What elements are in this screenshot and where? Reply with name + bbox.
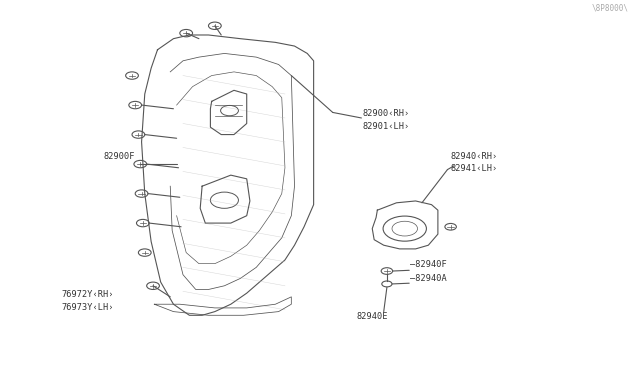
Text: 82941‹LH›: 82941‹LH›	[451, 164, 498, 173]
Text: 82940‹RH›: 82940‹RH›	[451, 151, 498, 161]
Text: 82940E: 82940E	[357, 312, 388, 321]
Text: 76973Y‹LH›: 76973Y‹LH›	[62, 303, 115, 312]
Text: 82900‹RH›: 82900‹RH›	[363, 109, 410, 118]
Text: 82900F: 82900F	[103, 151, 135, 161]
Text: 82901‹LH›: 82901‹LH›	[363, 122, 410, 131]
Text: \8P8000\: \8P8000\	[592, 4, 629, 13]
Text: —82940A: —82940A	[410, 275, 447, 283]
Text: —82940F: —82940F	[410, 260, 447, 269]
Text: 76972Y‹RH›: 76972Y‹RH›	[62, 290, 115, 299]
